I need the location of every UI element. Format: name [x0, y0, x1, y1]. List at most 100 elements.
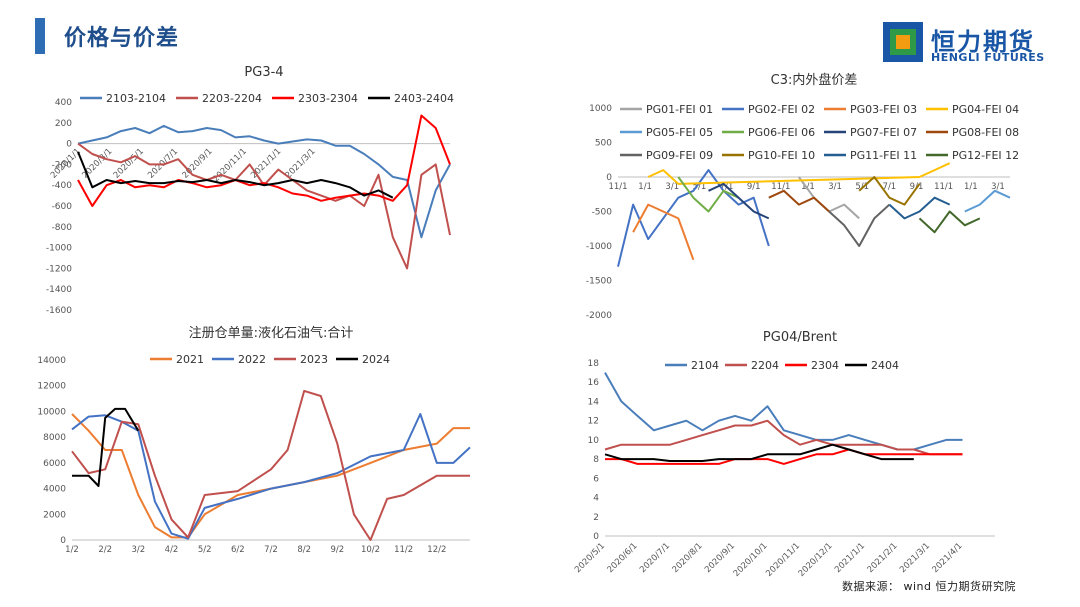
y-tick-label: 2 — [593, 513, 599, 523]
legend-label: 2103-2104 — [106, 92, 166, 105]
y-tick-label: -1500 — [586, 277, 612, 287]
x-tick-label: 7/1 — [883, 182, 897, 192]
legend-label: 2022 — [238, 353, 266, 366]
series-line — [77, 114, 451, 207]
y-tick-label: 4000 — [43, 485, 66, 495]
legend-label: PG01-FEI 01 — [646, 103, 713, 116]
y-tick-label: 12000 — [37, 382, 66, 392]
y-tick-label: 6 — [593, 474, 599, 484]
x-tick-label: 3/2 — [131, 545, 145, 555]
x-tick-label: 8/2 — [297, 545, 311, 555]
legend-label: PG10-FEI 10 — [748, 149, 815, 162]
x-tick-label: 2020/6/1 — [606, 541, 640, 575]
legend-label: 2303-2304 — [298, 92, 358, 105]
x-tick-label: 11/2 — [394, 545, 413, 555]
legend-label: PG05-FEI 05 — [646, 126, 713, 139]
chart-title: PG04/Brent — [763, 330, 837, 345]
series-line — [888, 196, 951, 220]
legend-label: 2203-2204 — [202, 92, 262, 105]
y-tick-label: 14000 — [37, 356, 66, 366]
y-tick-label: 10 — [588, 436, 600, 446]
y-tick-label: -500 — [592, 208, 613, 218]
x-tick-label: 2/2 — [98, 545, 112, 555]
x-tick-label: 4/2 — [165, 545, 179, 555]
pg34-chart: PG3-4 400 200 0 -200 -400 -600 -800 -1000 -1200 -1… — [46, 65, 454, 316]
x-tick-label: 9/1 — [747, 182, 761, 192]
x-tick-label: 2020/10/1 — [732, 541, 770, 579]
pg04-brent-chart: PG04/Brent 18 16 14 12 10 8 6 4 2 02020/5/12020/6/… — [573, 330, 995, 579]
series-line — [604, 443, 914, 462]
y-tick-label: -1000 — [46, 244, 72, 254]
legend-label: 2204 — [751, 359, 779, 372]
x-tick-label: 2020/12/1 — [797, 541, 835, 579]
x-tick-label: 3/1 — [991, 182, 1005, 192]
series-line — [605, 448, 963, 465]
x-tick-label: 2021/1/1 — [833, 541, 867, 575]
series-line — [604, 372, 963, 451]
y-tick-label: -1400 — [46, 285, 72, 295]
x-tick-label: 2020/3/1 — [80, 147, 114, 181]
series-line — [71, 389, 470, 541]
x-tick-label: 2021/3/1 — [898, 541, 932, 575]
logo-mark-icon — [883, 22, 923, 62]
y-tick-label: -2000 — [586, 311, 612, 321]
logo-text-cn: 恒力期货 — [931, 28, 1035, 56]
x-tick-label: 2020/7/1 — [638, 541, 672, 575]
y-tick-label: 10000 — [37, 407, 66, 417]
series-line — [71, 413, 470, 539]
logo-text-en: HENGLI FUTURES — [931, 51, 1045, 64]
y-tick-label: 14 — [588, 397, 600, 407]
x-tick-label: 1/1 — [638, 182, 652, 192]
y-tick-label: 400 — [55, 98, 72, 108]
x-tick-label: 2020/5/1 — [573, 541, 607, 575]
y-tick-label: -1600 — [46, 306, 72, 316]
y-tick-label: 12 — [588, 417, 599, 427]
series-line — [858, 176, 921, 206]
header-accent-bar — [35, 18, 45, 54]
x-tick-label: 7/2 — [264, 545, 278, 555]
y-tick-label: 0 — [606, 173, 612, 183]
x-tick-label: 2020/8/1 — [671, 541, 705, 575]
x-tick-label: 10/2 — [361, 545, 380, 555]
x-tick-label: 5/1 — [693, 182, 707, 192]
legend-label: PG08-FEI 08 — [952, 126, 1019, 139]
chart-title: PG3-4 — [244, 65, 283, 80]
chart-title: 注册仓单量:液化石油气:合计 — [189, 325, 354, 341]
y-tick-label: 0 — [60, 536, 66, 546]
series-line — [708, 182, 770, 220]
c3-spread-chart: C3:内外盘价差 1000 500 0 -500 -1000 -1500 -2000 11/1 1… — [586, 72, 1019, 321]
legend-label: 2023 — [300, 353, 328, 366]
x-tick-label: 2020/9/1 — [703, 541, 737, 575]
legend-label: PG11-FEI 11 — [850, 149, 917, 162]
y-tick-label: 6000 — [43, 459, 66, 469]
series-line — [964, 189, 1011, 213]
x-tick-label: 2020/11/1 — [764, 541, 802, 579]
y-tick-label: 0 — [593, 532, 599, 542]
legend-label: 2021 — [176, 353, 204, 366]
y-tick-label: 500 — [595, 139, 612, 149]
series-line — [632, 203, 695, 261]
series-line — [77, 151, 394, 199]
x-tick-label: 9/2 — [330, 545, 344, 555]
y-tick-label: -1200 — [46, 264, 72, 274]
x-tick-label: 3/1 — [828, 182, 842, 192]
legend-label: 2404 — [871, 359, 899, 372]
legend-label: PG12-FEI 12 — [952, 149, 1019, 162]
y-tick-label: 4 — [593, 494, 599, 504]
y-tick-label: 8 — [593, 455, 599, 465]
series-line — [828, 203, 891, 247]
x-tick-label: 11/1 — [771, 182, 790, 192]
series-line — [604, 419, 963, 456]
series-line — [72, 407, 140, 487]
x-tick-label: 5/2 — [198, 545, 212, 555]
x-tick-label: 2021/4/1 — [931, 541, 965, 575]
series-line — [77, 124, 451, 239]
chart-title: C3:内外盘价差 — [771, 72, 858, 88]
legend-label: PG09-FEI 09 — [646, 149, 713, 162]
x-tick-label: 1/1 — [964, 182, 978, 192]
x-tick-label: 2021/2/1 — [866, 541, 900, 575]
x-tick-label: 1/1 — [801, 182, 815, 192]
series-line — [647, 162, 951, 185]
y-tick-label: -800 — [52, 223, 73, 233]
legend-label: PG02-FEI 02 — [748, 103, 815, 116]
